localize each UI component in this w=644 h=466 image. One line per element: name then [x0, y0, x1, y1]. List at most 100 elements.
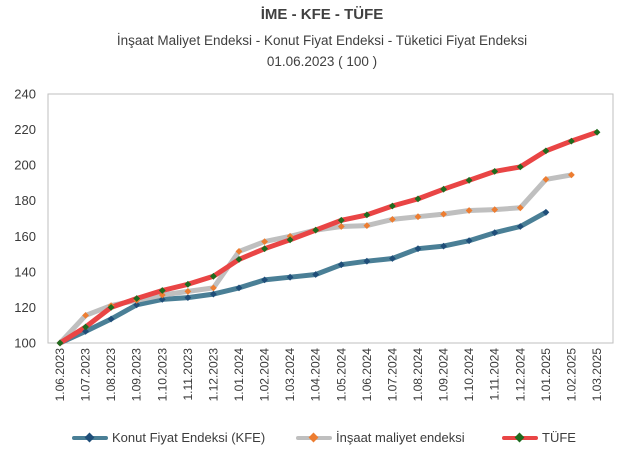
y-tick-label: 220 [14, 122, 36, 137]
series-line-2 [57, 129, 600, 346]
data-point-1 [363, 222, 371, 229]
x-tick-label: 1.02.2024 [258, 348, 272, 402]
y-tick-label: 120 [14, 300, 36, 315]
x-tick-label: 1.03.2025 [590, 348, 604, 402]
y-tick-label: 180 [14, 193, 36, 208]
legend-item-ime: İnşaat maliyet endeksi [296, 430, 465, 445]
y-tick-label: 240 [14, 87, 36, 102]
x-tick-label: 1.08.2023 [104, 348, 118, 402]
data-point-2 [568, 137, 575, 145]
data-point-0 [491, 229, 499, 237]
chart-title: İME - KFE - TÜFE [260, 6, 384, 23]
y-tick-label: 200 [14, 158, 36, 173]
data-point-2 [107, 304, 115, 311]
data-point-1 [440, 210, 447, 218]
data-point-1 [286, 232, 294, 240]
x-tick-label: 1.01.2024 [232, 348, 246, 402]
data-point-2 [363, 211, 371, 219]
data-point-0 [235, 284, 243, 292]
x-tick-label: 1.04.2024 [309, 348, 323, 402]
data-point-2 [542, 147, 550, 155]
data-point-2 [286, 236, 294, 244]
x-tick-label: 1.06.2024 [360, 348, 374, 402]
x-tick-label: 1.11.2024 [488, 348, 502, 401]
chart-legend: Konut Fiyat Endeksi (KFE) İnşaat maliyet… [0, 430, 644, 452]
x-tick-label: 1.03.2024 [283, 348, 297, 402]
data-point-1 [261, 238, 268, 245]
x-tick-label: 1.10.2024 [462, 348, 476, 402]
data-point-2 [337, 216, 345, 224]
series-line-0 [57, 209, 549, 346]
data-point-2 [440, 185, 447, 193]
data-point-2 [414, 195, 422, 203]
data-point-0 [158, 296, 166, 303]
data-point-2 [389, 202, 396, 210]
data-point-0 [363, 257, 371, 265]
data-point-0 [210, 290, 217, 298]
data-point-2 [593, 128, 601, 136]
x-tick-label: 1.07.2024 [385, 348, 399, 402]
data-point-0 [542, 208, 550, 216]
data-point-2 [82, 323, 89, 331]
legend-swatch-tufe [502, 432, 538, 444]
x-tick-label: 1.01.2025 [539, 348, 553, 402]
legend-label-ime: İnşaat maliyet endeksi [336, 430, 465, 445]
data-point-0 [107, 315, 115, 323]
legend-label-tufe: TÜFE [542, 430, 576, 445]
chart-base-date: 01.06.2023 ( 100 ) [266, 54, 378, 69]
legend-label-kfe: Konut Fiyat Endeksi (KFE) [112, 430, 266, 445]
data-point-2 [210, 272, 217, 280]
x-tick-label: 1.12.2024 [513, 348, 527, 402]
x-tick-label: 1.11.2023 [181, 348, 195, 401]
chart-subtitle: İnşaat Maliyet Endeksi - Konut Fiyat End… [116, 33, 528, 48]
data-point-0 [312, 271, 320, 278]
data-point-0 [184, 294, 192, 301]
data-point-0 [286, 273, 294, 281]
data-point-2 [491, 168, 499, 175]
data-point-0 [261, 276, 268, 284]
series-line-1 [57, 172, 574, 346]
data-point-0 [133, 301, 141, 309]
data-point-2 [261, 245, 268, 253]
data-point-2 [465, 176, 473, 184]
data-point-2 [133, 295, 141, 302]
data-point-1 [184, 288, 192, 295]
legend-item-kfe: Konut Fiyat Endeksi (KFE) [72, 430, 265, 445]
legend-item-tufe: TÜFE [502, 430, 576, 445]
data-point-0 [389, 255, 396, 262]
x-tick-label: 1.09.2024 [437, 348, 451, 402]
data-point-2 [158, 287, 166, 294]
data-point-1 [235, 248, 243, 255]
data-point-1 [82, 312, 89, 319]
data-point-1 [210, 284, 217, 292]
data-point-1 [542, 176, 550, 183]
data-point-1 [568, 171, 575, 179]
data-point-2 [312, 226, 320, 234]
data-point-0 [82, 328, 89, 335]
x-tick-label: 1.08.2024 [411, 348, 425, 402]
y-tick-label: 100 [14, 336, 36, 351]
data-point-0 [440, 242, 447, 250]
data-point-2 [235, 256, 243, 263]
legend-swatch-ime [296, 432, 332, 444]
data-point-0 [465, 237, 473, 245]
x-tick-label: 1.09.2023 [130, 348, 144, 402]
data-point-2 [56, 339, 64, 347]
data-point-0 [516, 223, 524, 230]
x-tick-label: 1.05.2024 [334, 348, 348, 402]
data-point-0 [414, 245, 422, 253]
data-point-2 [516, 163, 524, 171]
x-tick-label: 1.07.2023 [79, 348, 93, 402]
data-point-1 [465, 207, 473, 214]
y-tick-label: 160 [14, 229, 36, 244]
legend-swatch-kfe [72, 432, 108, 444]
data-point-1 [414, 213, 422, 221]
x-tick-label: 1.06.2023 [53, 348, 67, 402]
y-tick-label: 140 [14, 264, 36, 279]
x-tick-label: 1.02.2025 [564, 348, 578, 402]
data-point-0 [337, 261, 345, 269]
data-point-1 [491, 206, 499, 213]
data-point-1 [337, 223, 345, 230]
data-point-1 [158, 291, 166, 299]
